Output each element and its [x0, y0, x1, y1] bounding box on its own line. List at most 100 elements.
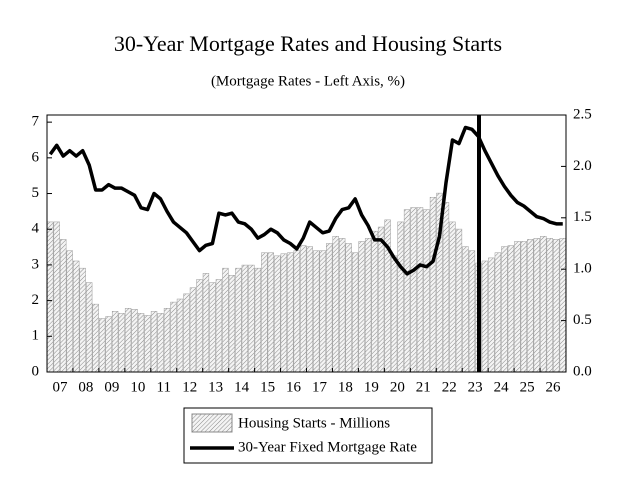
x-tick-label: 12 [182, 379, 197, 395]
y2-tick-label: 2.0 [573, 158, 592, 174]
bar [553, 239, 560, 373]
x-tick-label: 24 [494, 379, 510, 395]
legend-swatch [191, 413, 233, 433]
bar [313, 250, 320, 373]
y-tick-label: 4 [32, 221, 40, 237]
bar [105, 316, 112, 373]
bar [403, 209, 411, 373]
bar [92, 303, 99, 373]
plot-area [47, 125, 566, 373]
bar [410, 207, 417, 373]
bar [494, 252, 502, 373]
bar [66, 250, 73, 373]
y2-tick-label: 1.5 [573, 209, 592, 225]
bar [261, 252, 268, 373]
y-tick-label: 0 [32, 363, 40, 379]
bar [332, 236, 339, 373]
bar [488, 257, 495, 373]
x-tick-label: 16 [286, 379, 302, 395]
bar [371, 230, 378, 373]
x-tick-label: 22 [442, 379, 457, 395]
bar [377, 226, 385, 373]
bar [79, 267, 86, 373]
y2-tick-label: 2.5 [573, 106, 592, 122]
bar [124, 308, 132, 373]
x-tick-label: 19 [364, 379, 379, 395]
bar [170, 301, 177, 373]
bar [98, 318, 106, 373]
bar [183, 293, 190, 373]
bar [150, 311, 158, 373]
y-tick-label: 6 [32, 149, 40, 165]
x-tick-label: 23 [468, 379, 483, 395]
y-tick-label: 3 [32, 256, 40, 272]
y2-tick-label: 1.0 [573, 261, 592, 277]
bar [47, 221, 54, 373]
x-tick-label: 14 [234, 379, 250, 395]
bar [345, 243, 352, 373]
bar [462, 246, 469, 373]
y-tick-label: 1 [32, 328, 40, 344]
bar [416, 207, 424, 373]
bar [85, 282, 93, 373]
bar [520, 241, 528, 373]
bar [527, 239, 534, 373]
y2-tick-label: 0.0 [573, 363, 592, 379]
bar [507, 245, 515, 373]
y2-tick-label: 0.5 [573, 312, 592, 328]
bar [351, 252, 359, 373]
bar [358, 241, 365, 373]
bar [339, 238, 346, 373]
x-tick-label: 10 [130, 379, 145, 395]
bar [73, 260, 80, 373]
bar [481, 260, 489, 373]
y-tick-label: 5 [32, 185, 40, 201]
bar [209, 282, 216, 373]
bar [390, 255, 398, 373]
bar [235, 267, 242, 373]
bar [287, 252, 294, 373]
bar [202, 273, 210, 373]
x-tick-label: 17 [312, 379, 328, 395]
bar [241, 264, 249, 373]
bar [196, 279, 203, 373]
x-tick-label: 25 [520, 379, 535, 395]
bar [429, 196, 437, 373]
y-tick-label: 2 [32, 292, 40, 308]
bar [546, 238, 553, 373]
bar [280, 253, 287, 373]
bar [540, 236, 547, 373]
bar [118, 313, 125, 373]
bar [468, 250, 476, 373]
bar [423, 209, 430, 373]
x-tick-label: 13 [208, 379, 223, 395]
line [48, 125, 563, 276]
bar [533, 238, 540, 373]
legend-label: Housing Starts - Millions [238, 415, 390, 431]
bar [364, 238, 372, 373]
bar [176, 298, 184, 373]
x-tick-label: 08 [78, 379, 93, 395]
bar [222, 267, 229, 373]
bar [228, 275, 236, 373]
bar [144, 315, 151, 373]
chart-subtitle: (Mortgage Rates - Left Axis, %) [211, 73, 405, 89]
x-tick-label: 09 [104, 379, 119, 395]
x-tick-label: 11 [157, 379, 171, 395]
bar [267, 252, 274, 373]
bar [442, 202, 450, 373]
bar [306, 246, 313, 373]
x-tick-label: 15 [260, 379, 275, 395]
bar [137, 313, 145, 373]
y-tick-label: 7 [32, 114, 40, 130]
bar [60, 239, 67, 373]
x-tick-label: 07 [52, 379, 68, 395]
legend [183, 407, 433, 464]
bar [300, 245, 307, 373]
x-tick-label: 26 [546, 379, 562, 395]
bar [326, 243, 333, 373]
legend-label: 30-Year Fixed Mortgage Rate [238, 439, 417, 455]
bar [559, 238, 566, 373]
